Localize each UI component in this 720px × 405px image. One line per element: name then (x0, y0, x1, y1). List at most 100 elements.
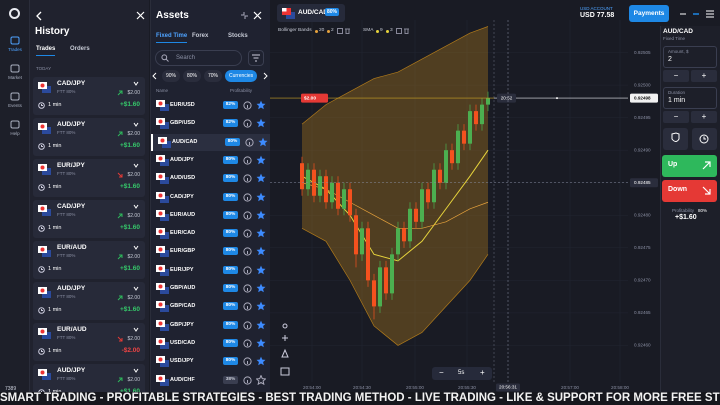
trade-card[interactable]: AUD/JPY FTT 80% $2.00 1 min +$1.60 (33, 282, 145, 320)
asset-row[interactable]: AUD/CAD 80% (151, 133, 270, 151)
star-icon (256, 228, 266, 238)
chart: 0.92505 0.92500 0.92495 0.92490 0.92485 0.924… (270, 0, 660, 392)
price-tick-label: 0.92475 (634, 245, 651, 250)
asset-row[interactable]: USD/CAD 80% (151, 335, 270, 352)
zoom-out[interactable]: − (439, 368, 444, 377)
info-icon (243, 119, 252, 128)
asset-row[interactable]: AUD/USD 80% (151, 170, 270, 187)
amount-minus[interactable]: − (663, 70, 689, 82)
filter-chip[interactable]: 80% (183, 70, 202, 82)
close-icon[interactable] (136, 11, 145, 20)
trade-amount: $2.00 (127, 213, 140, 219)
filter-chip[interactable]: 90% (162, 70, 181, 82)
price-tick-label: 0.92465 (634, 310, 651, 315)
trade-result: +$1.60 (119, 306, 140, 313)
chevron (133, 204, 139, 209)
trade-result: +$1.60 (119, 183, 140, 190)
duration-box[interactable] (663, 87, 717, 109)
asset-name: GBP/CAD (170, 303, 196, 310)
search-box[interactable] (155, 50, 242, 66)
account-balance[interactable]: USD 77.58 (580, 12, 615, 19)
flag (156, 246, 169, 258)
trade-card[interactable]: EUR/AUD FTT 80% $2.00 1 min +$1.60 (33, 241, 145, 279)
trade-result: +$1.60 (119, 265, 140, 272)
duration-minus[interactable]: − (663, 111, 689, 123)
nav-label[interactable]: Help (10, 131, 20, 136)
asset-row[interactable]: EUR/JPY 80% (151, 262, 270, 279)
trade-type: FTT 80% (57, 376, 76, 381)
filter-chip[interactable]: Currencies (225, 70, 258, 82)
nav-label[interactable]: Events (8, 103, 22, 108)
collapse-icon[interactable] (240, 11, 249, 20)
trade-card[interactable]: EUR/JPY FTT 80% $2.00 1 min +$1.60 (33, 159, 145, 197)
indicator-param: 9 (380, 28, 383, 33)
chips-right[interactable] (262, 72, 268, 80)
asset-row[interactable]: EUR/AUD 80% (151, 207, 270, 224)
candle-body (420, 189, 424, 222)
indicator-name: Bollinger Bands (278, 28, 312, 33)
asset-tab[interactable]: Fixed Time (156, 33, 188, 43)
trade-asset: AUD/JPY (57, 367, 86, 374)
star-icon (256, 173, 266, 183)
cursor-price-bg (630, 178, 658, 188)
nav-label[interactable]: Trades (8, 47, 22, 52)
asset-row[interactable]: GBP/JPY 80% (151, 317, 270, 334)
asset-name: GBP/USD (170, 120, 196, 127)
up-arrow (702, 161, 711, 170)
asset-row[interactable]: EUR/USD 82% (151, 97, 270, 114)
info-icon (243, 339, 252, 348)
indicator-dot (327, 30, 330, 33)
back-icon[interactable] (35, 11, 43, 21)
asset-tab[interactable]: Forex (192, 33, 209, 39)
clock-icon (38, 348, 45, 355)
asset-row[interactable]: AUD/JPY 80% (151, 152, 270, 169)
flag (38, 287, 51, 298)
candle-body (456, 130, 460, 164)
zoom-in[interactable]: + (480, 368, 485, 377)
menu-icons[interactable] (678, 6, 718, 22)
drawing-tools[interactable] (279, 320, 291, 380)
duration-value: 1 min (668, 97, 686, 104)
asset-row[interactable]: EUR/CAD 80% (151, 225, 270, 242)
asset-row[interactable]: GBP/CAD 80% (151, 298, 270, 315)
duration-plus[interactable]: + (691, 111, 717, 123)
asset-row[interactable]: USD/JPY 80% (151, 353, 270, 370)
up-button[interactable] (662, 155, 717, 177)
asset-tab[interactable]: Stocks (228, 33, 248, 39)
trade-card[interactable]: CAD/JPY FTT 80% $2.00 1 min +$1.60 (33, 77, 145, 115)
asset-row[interactable]: CAD/JPY 80% (151, 189, 270, 206)
nav-label[interactable]: Market (8, 75, 22, 80)
trade-asset: AUD/JPY (57, 121, 86, 128)
star-icon (256, 356, 266, 366)
trade-asset: CAD/JPY (57, 80, 86, 87)
filter-button[interactable] (248, 50, 264, 66)
payments-button[interactable]: Payments (629, 5, 669, 22)
pending-button[interactable] (663, 128, 688, 150)
nav-icon (10, 64, 20, 73)
trade-card[interactable]: CAD/JPY FTT 80% $2.00 1 min +$1.60 (33, 200, 145, 238)
logo (9, 8, 20, 19)
trade-card[interactable]: AUD/JPY FTT 80% $2.00 1 min +$1.60 (33, 118, 145, 156)
asset-profit: 80% (223, 265, 238, 274)
trade-result: +$1.60 (119, 142, 140, 149)
chips-left[interactable] (152, 72, 158, 80)
amount-plus[interactable]: + (691, 70, 717, 82)
bollinger-lower (301, 227, 489, 346)
asset-row[interactable]: GBP/AUD 80% (151, 280, 270, 297)
candle-body (336, 182, 340, 209)
close-icon[interactable] (253, 11, 262, 20)
amount-box[interactable] (663, 46, 717, 68)
asset-row[interactable]: AUD/CHF 38% (151, 372, 270, 389)
filter-chip[interactable]: 70% (204, 70, 223, 82)
direction-arrow (117, 295, 123, 301)
timeframe[interactable]: 5s (458, 370, 465, 376)
history-tab[interactable]: Trades (36, 46, 56, 56)
trade-card[interactable]: EUR/AUD FTT 80% $2.00 1 min -$2.00 (33, 323, 145, 361)
history-tab[interactable]: Orders (70, 46, 90, 52)
asset-row[interactable]: GBP/USD 82% (151, 115, 270, 132)
asset-name: EUR/AUD (170, 211, 196, 218)
payout: +$1.60 (675, 214, 697, 221)
down-button[interactable] (662, 180, 717, 202)
search-placeholder: Search (176, 55, 196, 61)
asset-row[interactable]: EUR/GBP 80% (151, 243, 270, 260)
